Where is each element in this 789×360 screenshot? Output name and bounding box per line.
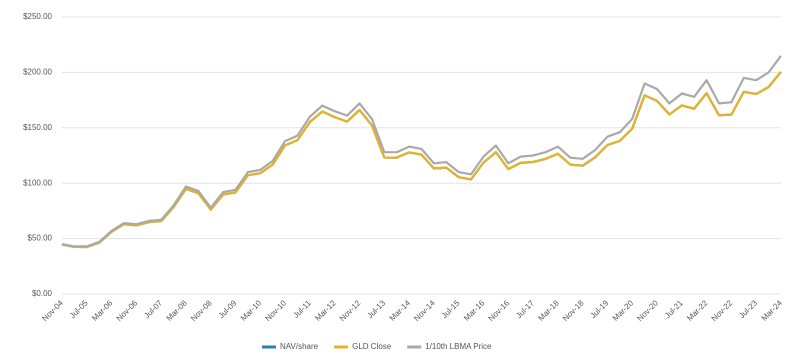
x-tick-label: Nov-20: [635, 298, 660, 323]
x-tick-label: Jul-07: [142, 298, 164, 320]
x-tick-label: Jul-15: [440, 298, 462, 320]
x-tick-label: Nov-10: [263, 298, 288, 323]
x-tick-label: Nov-16: [487, 298, 512, 323]
x-tick-label: Jul-09: [217, 298, 239, 320]
x-tick-label: Jul-19: [589, 298, 611, 320]
x-tick-label: Mar-22: [685, 298, 710, 323]
x-tick-label: Mar-12: [313, 298, 338, 323]
x-tick-label: Mar-08: [165, 298, 190, 323]
x-tick-label: Nov-14: [412, 298, 437, 323]
x-tick-label: Jul-13: [365, 298, 387, 320]
x-tick-label: Jul-21: [663, 298, 685, 320]
y-tick-label: $150.00: [23, 123, 52, 132]
x-tick-label: Jul-17: [514, 298, 536, 320]
series-line: [61, 71, 782, 249]
y-tick-label: $100.00: [23, 178, 52, 187]
x-tick-label: Nov-18: [561, 298, 586, 323]
legend-label: 1/10th LBMA Price: [425, 342, 492, 351]
x-tick-label: Mar-14: [388, 298, 413, 323]
legend-label: GLD Close: [352, 342, 392, 351]
x-tick-label: Mar-20: [611, 298, 636, 323]
x-tick-label: Nov-04: [40, 298, 65, 323]
x-tick-label: Mar-18: [536, 298, 561, 323]
x-tick-label: Mar-24: [760, 298, 785, 323]
x-tick-label: Mar-10: [239, 298, 264, 323]
y-tick-label: $50.00: [28, 234, 53, 243]
x-tick-label: Mar-16: [462, 298, 487, 323]
legend-label: NAV/share: [280, 342, 319, 351]
y-tick-label: $0.00: [32, 289, 53, 298]
x-tick-label: Mar-06: [90, 298, 115, 323]
series-line: [61, 55, 782, 248]
x-tick-label: Nov-22: [710, 298, 735, 323]
y-tick-label: $250.00: [23, 12, 52, 21]
x-tick-label: Jul-23: [737, 298, 759, 320]
series-line: [61, 71, 782, 249]
y-tick-label: $200.00: [23, 68, 52, 77]
x-tick-label: Jul-05: [68, 298, 90, 320]
x-tick-label: Jul-11: [291, 298, 313, 320]
x-tick-label: Nov-06: [115, 298, 140, 323]
x-tick-label: Nov-08: [189, 298, 214, 323]
x-tick-label: Nov-12: [338, 298, 363, 323]
